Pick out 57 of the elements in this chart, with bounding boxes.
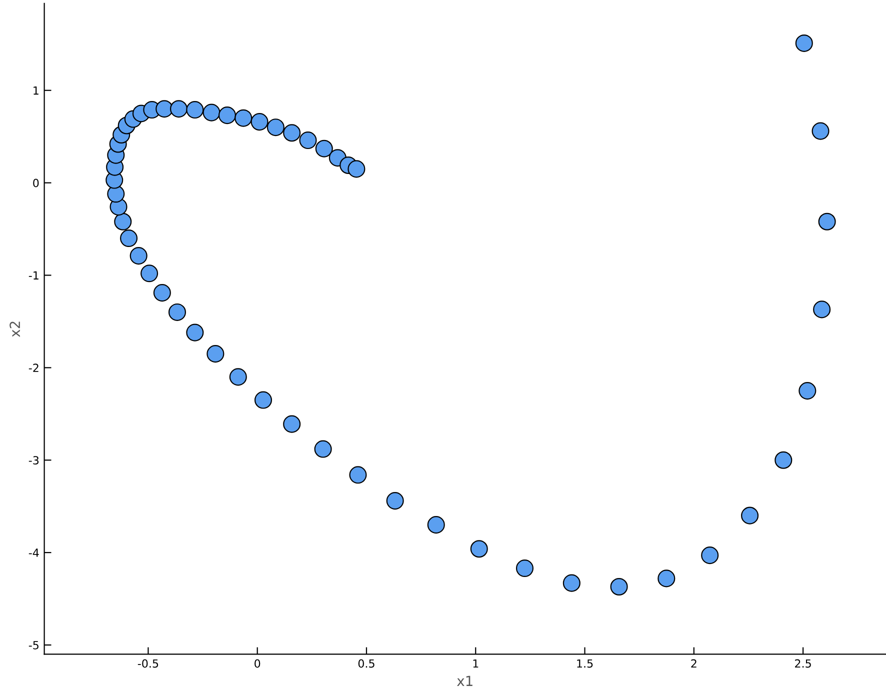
point: [386, 492, 404, 510]
point: [218, 106, 236, 124]
point: [186, 101, 204, 119]
point: [153, 284, 171, 302]
x-tick-label: 1: [473, 659, 478, 668]
point: [774, 451, 792, 469]
point: [107, 185, 125, 203]
x-tick-label: 2: [691, 659, 696, 668]
y-tick-label: -3: [28, 456, 39, 464]
point: [299, 132, 317, 150]
x-axis-title: x1: [457, 676, 472, 686]
y-tick-label: -1: [28, 271, 38, 280]
point: [234, 109, 252, 127]
point: [315, 140, 333, 158]
point: [202, 104, 220, 122]
point: [348, 160, 366, 178]
point: [470, 540, 488, 558]
point: [250, 113, 268, 131]
point: [314, 440, 332, 458]
point: [229, 368, 247, 386]
point: [427, 516, 445, 534]
point: [254, 391, 272, 409]
point: [140, 264, 158, 282]
point: [818, 212, 836, 230]
point: [130, 247, 148, 265]
point: [798, 382, 816, 400]
point: [741, 506, 759, 524]
x-tick-label: -0.5: [138, 659, 158, 668]
y-tick-label: -4: [28, 548, 39, 557]
point: [516, 560, 534, 578]
y-tick-label: 1: [34, 86, 38, 95]
x-tick-label: 2.5: [795, 659, 811, 668]
point: [813, 300, 831, 318]
y-axis-title: x2: [10, 322, 20, 337]
point: [812, 122, 830, 140]
x-tick-label: 0.5: [358, 659, 374, 668]
point: [283, 415, 301, 433]
point: [283, 124, 301, 142]
point: [701, 546, 719, 564]
point: [266, 118, 284, 136]
point: [114, 212, 132, 230]
point: [349, 466, 367, 484]
point: [658, 570, 676, 588]
x-tick-label: 0: [254, 659, 260, 668]
y-tick-label: 0: [33, 178, 39, 188]
x-tick-label: 1.5: [577, 659, 593, 668]
point: [120, 230, 138, 248]
point: [168, 303, 186, 321]
point: [610, 578, 628, 596]
point: [206, 345, 224, 363]
point: [156, 100, 174, 118]
y-tick-label: -2: [28, 364, 38, 372]
point: [795, 34, 813, 52]
point: [186, 324, 204, 342]
y-tick-label: -5: [28, 641, 38, 650]
point: [170, 100, 188, 118]
point: [562, 574, 580, 592]
